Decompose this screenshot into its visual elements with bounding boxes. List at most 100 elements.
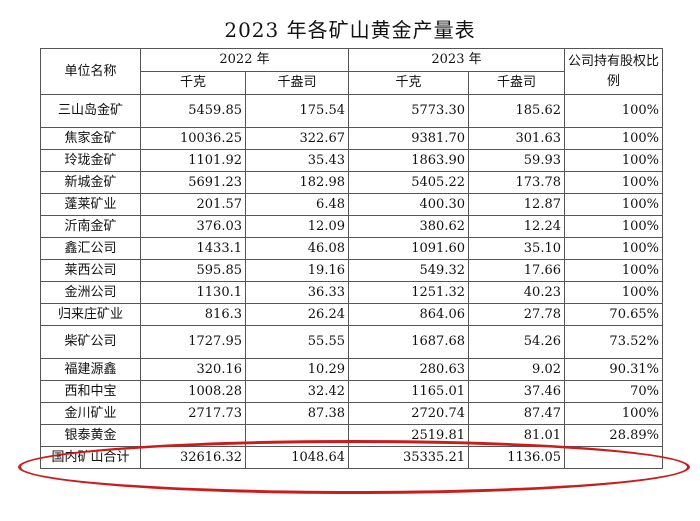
kg2023-cell: 1091.60 <box>348 237 469 260</box>
share-cell: 100% <box>564 149 663 172</box>
oz2022-cell: 26.24 <box>245 303 349 326</box>
header-unit-name: 单位名称 <box>40 48 141 95</box>
mine-name-cell: 归来庄矿业 <box>40 303 141 326</box>
mine-name-cell: 柴矿公司 <box>40 325 141 359</box>
kg2023-cell: 1863.90 <box>348 149 469 172</box>
oz2022-cell: 322.67 <box>245 127 349 150</box>
table-row: 蓬莱矿业 201.57 6.48 400.30 12.87 100% <box>40 193 663 216</box>
mine-name-cell: 金洲公司 <box>40 281 141 304</box>
header-year-2023: 2023 年 <box>348 48 565 72</box>
table-row: 柴矿公司 1727.95 55.55 1687.68 54.26 73.52% <box>40 325 663 359</box>
kg2023-cell: 9381.70 <box>348 127 469 150</box>
mine-name-cell: 蓬莱矿业 <box>40 193 141 216</box>
table-row: 福建源鑫 320.16 10.29 280.63 9.02 90.31% <box>40 358 663 381</box>
oz2022-cell: 6.48 <box>245 193 349 216</box>
kg2023-cell: 280.63 <box>348 358 469 381</box>
oz2022-cell: 32.42 <box>245 380 349 403</box>
kg2023-cell: 400.30 <box>348 193 469 216</box>
kg2023-cell: 2519.81 <box>348 424 469 447</box>
table-row: 新城金矿 5691.23 182.98 5405.22 173.78 100% <box>40 171 663 194</box>
share-cell: 100% <box>564 215 663 238</box>
mine-name-cell: 鑫汇公司 <box>40 237 141 260</box>
mine-name-cell: 西和中宝 <box>40 380 141 403</box>
table-row: 焦家金矿 10036.25 322.67 9381.70 301.63 100% <box>40 127 663 150</box>
share-cell: 100% <box>564 193 663 216</box>
oz2023-cell: 17.66 <box>468 259 565 282</box>
oz2022-cell: 182.98 <box>245 171 349 194</box>
mine-name-cell: 三山岛金矿 <box>40 94 141 128</box>
kg2022-cell: 32616.32 <box>140 446 246 469</box>
oz2022-cell: 12.09 <box>245 215 349 238</box>
kg2023-cell: 1165.01 <box>348 380 469 403</box>
oz2022-cell: 10.29 <box>245 358 349 381</box>
oz2023-cell: 35.10 <box>468 237 565 260</box>
oz2023-cell: 9.02 <box>468 358 565 381</box>
kg2022-cell: 1727.95 <box>140 325 246 359</box>
table-row: 三山岛金矿 5459.85 175.54 5773.30 185.62 100% <box>40 94 663 128</box>
table-row: 金洲公司 1130.1 36.33 1251.32 40.23 100% <box>40 281 663 304</box>
gold-production-table: 单位名称 2022 年 2023 年 公司持有股权比例 千克 千盎司 千克 千盎… <box>40 48 663 469</box>
table-row: 金川矿业 2717.73 87.38 2720.74 87.47 100% <box>40 402 663 425</box>
kg2022-cell: 1101.92 <box>140 149 246 172</box>
kg2022-cell: 5459.85 <box>140 94 246 128</box>
table-row: 银泰黄金 2519.81 81.01 28.89% <box>40 424 663 447</box>
oz2023-cell: 1136.05 <box>468 446 565 469</box>
share-cell: 100% <box>564 171 663 194</box>
oz2023-cell: 81.01 <box>468 424 565 447</box>
table-row: 归来庄矿业 816.3 26.24 864.06 27.78 70.65% <box>40 303 663 326</box>
mine-name-cell: 银泰黄金 <box>40 424 141 447</box>
oz2022-cell: 46.08 <box>245 237 349 260</box>
header-oz-2023: 千盎司 <box>468 71 565 95</box>
share-cell: 28.89% <box>564 424 663 447</box>
table-row: 西和中宝 1008.28 32.42 1165.01 37.46 70% <box>40 380 663 403</box>
share-cell: 100% <box>564 237 663 260</box>
kg2022-cell: 201.57 <box>140 193 246 216</box>
oz2022-cell: 1048.64 <box>245 446 349 469</box>
kg2022-cell <box>140 424 246 447</box>
share-cell: 90.31% <box>564 358 663 381</box>
oz2023-cell: 54.26 <box>468 325 565 359</box>
oz2022-cell: 175.54 <box>245 94 349 128</box>
header-year-2022: 2022 年 <box>140 48 349 72</box>
mine-name-cell: 新城金矿 <box>40 171 141 194</box>
oz2023-cell: 40.23 <box>468 281 565 304</box>
share-cell: 73.52% <box>564 325 663 359</box>
kg2022-cell: 5691.23 <box>140 171 246 194</box>
kg2022-cell: 376.03 <box>140 215 246 238</box>
kg2023-cell: 5405.22 <box>348 171 469 194</box>
kg2023-cell: 864.06 <box>348 303 469 326</box>
mine-name-cell: 莱西公司 <box>40 259 141 282</box>
kg2022-cell: 2717.73 <box>140 402 246 425</box>
kg2023-cell: 1687.68 <box>348 325 469 359</box>
kg2023-cell: 35335.21 <box>348 446 469 469</box>
share-cell: 100% <box>564 94 663 128</box>
header-oz-2022: 千盎司 <box>245 71 349 95</box>
mine-name-cell: 福建源鑫 <box>40 358 141 381</box>
oz2023-cell: 185.62 <box>468 94 565 128</box>
oz2022-cell: 19.16 <box>245 259 349 282</box>
share-cell: 100% <box>564 281 663 304</box>
oz2022-cell: 36.33 <box>245 281 349 304</box>
oz2022-cell: 55.55 <box>245 325 349 359</box>
share-cell: 100% <box>564 259 663 282</box>
oz2022-cell <box>245 424 349 447</box>
table-title: 2023 年各矿山黄金产量表 <box>224 18 476 42</box>
table-row: 莱西公司 595.85 19.16 549.32 17.66 100% <box>40 259 663 282</box>
header-ownership: 公司持有股权比例 <box>564 48 663 95</box>
mine-name-cell: 沂南金矿 <box>40 215 141 238</box>
mine-name-cell: 玲珑金矿 <box>40 149 141 172</box>
oz2023-cell: 12.87 <box>468 193 565 216</box>
oz2023-cell: 37.46 <box>468 380 565 403</box>
mine-name-cell: 金川矿业 <box>40 402 141 425</box>
kg2022-cell: 320.16 <box>140 358 246 381</box>
oz2023-cell: 87.47 <box>468 402 565 425</box>
share-cell <box>564 446 663 469</box>
kg2023-cell: 1251.32 <box>348 281 469 304</box>
kg2022-cell: 1008.28 <box>140 380 246 403</box>
kg2022-cell: 816.3 <box>140 303 246 326</box>
kg2022-cell: 1130.1 <box>140 281 246 304</box>
share-cell: 70% <box>564 380 663 403</box>
kg2022-cell: 10036.25 <box>140 127 246 150</box>
oz2023-cell: 27.78 <box>468 303 565 326</box>
oz2023-cell: 59.93 <box>468 149 565 172</box>
